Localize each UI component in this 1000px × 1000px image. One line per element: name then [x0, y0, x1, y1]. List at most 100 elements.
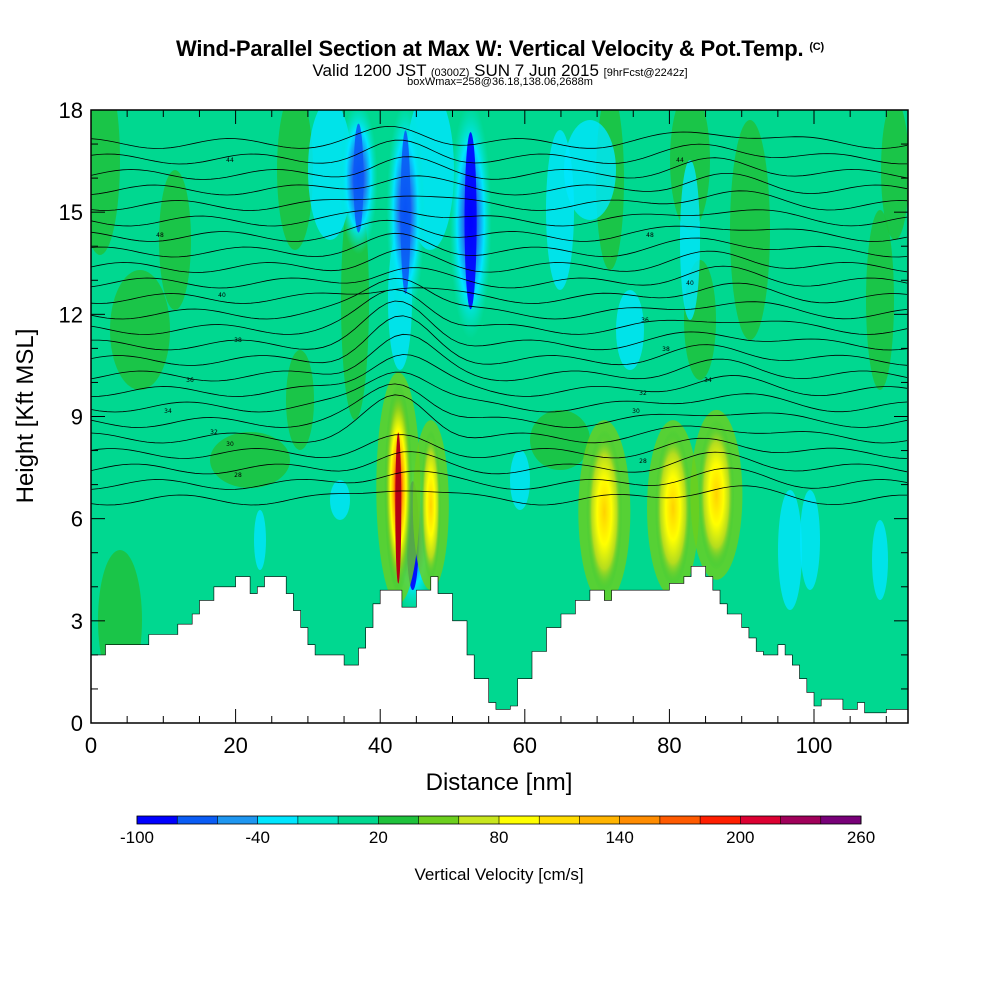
y-tick-label: 9	[71, 405, 83, 430]
theta-contour-label: 30	[632, 408, 640, 415]
theta-contour-line	[91, 173, 908, 196]
y-axis-label: Height [Kft MSL]	[12, 329, 39, 504]
y-tick-label: 0	[71, 711, 83, 736]
theta-contour-label: 36	[641, 317, 649, 324]
theta-contour-label: 30	[226, 441, 234, 448]
x-tick-label: 0	[85, 733, 97, 758]
x-tick-label: 40	[368, 733, 392, 758]
theta-contour-label: 34	[704, 377, 712, 384]
colorbar-tick-label: 20	[369, 828, 388, 847]
theta-contour-line	[91, 125, 908, 149]
theta-contour-line	[91, 315, 908, 366]
green-patch	[286, 350, 314, 450]
box-wmax-info: boxWmax=258@36.18,138.06,2688m	[407, 76, 593, 88]
theta-contour-line	[91, 467, 908, 490]
valid-utc: (0300Z)	[430, 67, 470, 79]
green-patch	[881, 110, 908, 240]
x-tick-label: 20	[223, 733, 247, 758]
terrain	[91, 566, 908, 723]
valid-time: Valid 1200 JST	[312, 61, 427, 80]
green-patch	[210, 432, 290, 488]
theta-contour-line	[91, 371, 908, 413]
theta-contour-label: 38	[234, 337, 242, 344]
y-tick-label: 18	[59, 98, 83, 123]
theta-contour-line	[91, 394, 908, 444]
green-patch	[530, 410, 590, 470]
colorbar-swatch	[659, 816, 701, 824]
downdraft-core	[464, 132, 477, 310]
colorbar-swatch	[217, 816, 259, 824]
valid-date: SUN 7 Jun 2015	[474, 61, 599, 80]
theta-contour-label: 28	[234, 472, 242, 479]
theta-contour-line	[91, 289, 908, 335]
theta-contour-label: 48	[646, 232, 654, 239]
chart-subtitle: Valid 1200 JST (0300Z) SUN 7 Jun 2015 [9…	[0, 61, 1000, 81]
colorbar-swatch	[137, 816, 178, 824]
theta-contour-line	[91, 232, 908, 258]
cyan-patch	[330, 480, 350, 520]
y-tick-label: 6	[71, 507, 83, 532]
cyan-patch	[564, 120, 616, 220]
theta-contour-label: 40	[686, 280, 694, 287]
theta-contour-line	[91, 354, 908, 397]
theta-contour-label: 40	[218, 292, 226, 299]
updraft-core	[655, 430, 692, 587]
colorbar-tick-label: 140	[605, 828, 633, 847]
x-axis-label: Distance [nm]	[426, 769, 573, 796]
theta-contour-line	[91, 248, 908, 273]
theta-contour-line	[91, 383, 908, 428]
colorbar: -100 -40 20 80 140 200 260	[120, 815, 875, 847]
cyan-patch	[778, 490, 802, 610]
x-tick-label: 80	[657, 733, 681, 758]
green-patch	[91, 110, 120, 255]
theta-contour-line	[91, 190, 908, 211]
theta-contour-label: 28	[639, 458, 647, 465]
x-tick-label: 100	[796, 733, 833, 758]
cyan-patch	[254, 510, 266, 570]
colorbar-tick-label: 260	[847, 828, 875, 847]
theta-contour-label: 44	[226, 157, 234, 164]
theta-contour-label: 34	[164, 408, 172, 415]
x-tick-label: 60	[513, 733, 537, 758]
colorbar-swatch	[820, 816, 862, 824]
cyan-patch	[616, 290, 644, 370]
cyan-patch	[800, 490, 820, 590]
downdraft-core	[400, 130, 411, 294]
theta-contour-line	[91, 451, 908, 475]
updraft-max	[395, 432, 402, 584]
colorbar-tick-label: 80	[490, 828, 509, 847]
theta-contour-line	[91, 208, 908, 227]
theta-contour-line	[91, 139, 907, 165]
colorbar-swatch	[780, 816, 822, 824]
theta-contour-line	[91, 265, 908, 289]
chart-title-text: Wind-Parallel Section at Max W: Vertical…	[176, 36, 804, 61]
theta-contour-line	[91, 333, 908, 382]
colorbar-tick-label: -40	[245, 828, 270, 847]
colorbar-swatch	[579, 816, 621, 824]
forecast-info: [9hrFcst@2242z]	[603, 67, 688, 79]
theta-contour-line	[91, 219, 908, 242]
colorbar-swatch	[418, 816, 460, 824]
y-tick-label: 15	[59, 200, 83, 225]
green-patch	[277, 110, 313, 250]
copyright-mark: (C)	[809, 41, 824, 53]
colorbar-swatch	[539, 816, 580, 824]
colorbar-label: Vertical Velocity [cm/s]	[414, 865, 583, 884]
colorbar-swatch	[297, 816, 339, 824]
theta-contour-label: 44	[676, 157, 684, 164]
cyan-patch	[680, 160, 700, 320]
colorbar-swatch	[338, 816, 379, 824]
theta-contour-label: 38	[662, 346, 670, 353]
colorbar-swatch	[177, 816, 218, 824]
chart-title: Wind-Parallel Section at Max W: Vertical…	[0, 36, 1000, 62]
theta-contour-line	[91, 156, 908, 180]
theta-contour-label: 32	[210, 429, 218, 436]
theta-contour-label: 36	[186, 377, 194, 384]
green-patch	[159, 170, 191, 310]
cyan-patch	[872, 520, 888, 600]
colorbar-swatch	[378, 816, 420, 824]
theta-contour-label: 32	[639, 390, 647, 397]
colorbar-swatch	[458, 816, 500, 824]
downdraft-core	[353, 123, 364, 233]
